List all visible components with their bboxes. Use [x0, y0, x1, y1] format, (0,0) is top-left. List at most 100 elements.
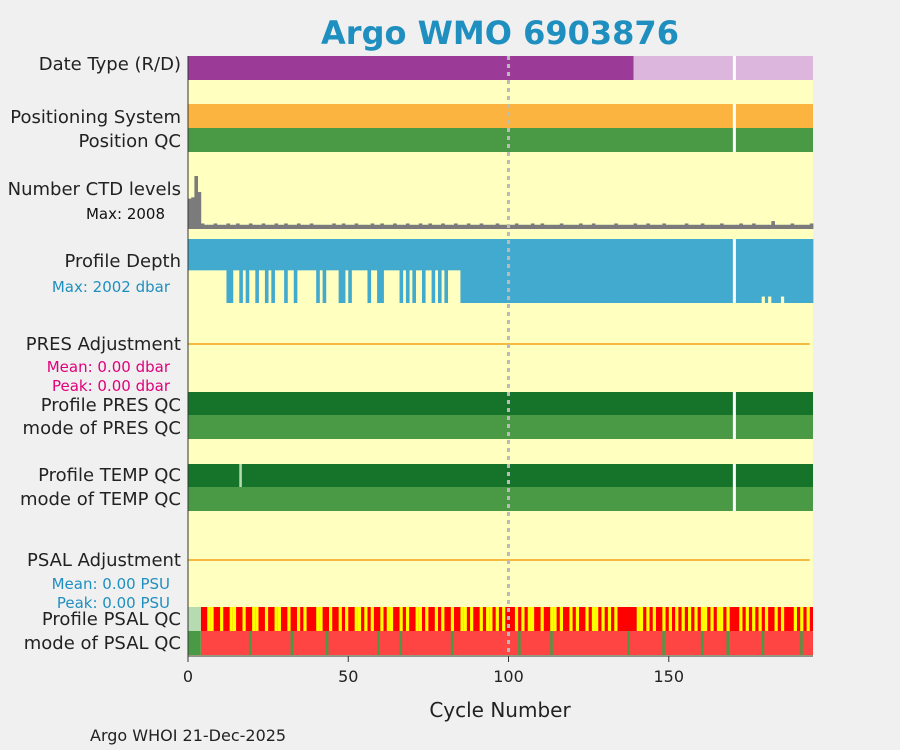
depth-bar [774, 239, 779, 303]
depth-bar [428, 239, 432, 271]
depth-bar [716, 239, 721, 303]
ctd-bar [563, 224, 567, 229]
ctd-bar [688, 224, 692, 229]
depth-bar [389, 239, 394, 271]
psal-qc-yellow [514, 607, 519, 631]
psal-qc-yellow [502, 607, 506, 631]
ctd-bar [207, 224, 211, 229]
psal-qc-yellow [425, 607, 429, 631]
depth-bar [639, 239, 644, 303]
ctd-bar [405, 223, 410, 229]
psal-qc-yellow [229, 607, 233, 631]
ctd-bar [720, 223, 724, 229]
ctd-bar [364, 224, 368, 229]
depth-bar [630, 239, 634, 303]
ctd-bar [316, 224, 320, 229]
depth-bar [316, 239, 320, 303]
profile_pres_qc-label: Profile PRES QC [41, 395, 181, 416]
ctd-bar [739, 223, 743, 229]
psal-qc-yellow [434, 607, 438, 631]
psal-qc-yellow [380, 607, 384, 631]
ctd-bar [809, 223, 814, 229]
depth-bar [492, 239, 497, 303]
ctd-bar [473, 224, 477, 229]
ctd-bar [338, 224, 343, 229]
depth-bar [752, 239, 756, 303]
ctd-bar [248, 223, 253, 229]
psal-qc-yellow [607, 607, 612, 631]
position_qc-segment-0 [188, 128, 813, 152]
data_type-segment-1 [633, 56, 813, 80]
psal-qc-yellow [726, 607, 730, 631]
x-tick-label: 50 [338, 667, 358, 686]
ctd-bar [764, 224, 769, 229]
ctd_levels-stat: Max: 2008 [86, 205, 165, 223]
mode-psal-green [662, 631, 665, 655]
psal-qc-yellow [418, 607, 422, 631]
depth-bar [447, 239, 452, 271]
ctd-bar [620, 224, 625, 229]
psal-qc-yellow [646, 607, 650, 631]
psal-qc-yellow [688, 607, 692, 631]
ctd-bar [684, 223, 689, 229]
ctd-bar [345, 224, 349, 229]
psal-qc-yellow [550, 607, 554, 631]
psal-qc-yellow [489, 607, 493, 631]
psal-qc-yellow [758, 607, 762, 631]
ctd-bar [412, 224, 416, 229]
gap-line-1 [732, 104, 736, 152]
ctd-bar [489, 224, 493, 229]
depth-bar [684, 239, 689, 303]
ctd-bar [300, 224, 304, 229]
ctd-bar [716, 224, 721, 229]
psal-qc-yellow [585, 607, 589, 631]
ctd-bar [659, 224, 663, 229]
ctd-bar [678, 224, 682, 229]
depth-bar [505, 239, 509, 303]
plot-area [188, 56, 814, 656]
depth-bar [476, 239, 481, 303]
depth-bar [761, 239, 766, 303]
depth-bar [627, 239, 631, 303]
psal-qc-yellow [639, 607, 644, 631]
ctd-bar [707, 224, 711, 229]
depth-bar [787, 239, 791, 303]
ctd-bar [559, 223, 564, 229]
psal-qc-yellow [595, 607, 599, 631]
x-tick-label: 0 [183, 667, 193, 686]
depth-bar [450, 239, 455, 271]
ctd-bar [761, 224, 766, 229]
psal_adjustment-stat-0: Mean: 0.00 PSU [52, 575, 170, 593]
depth-bar [662, 239, 666, 303]
plot-background [188, 56, 813, 656]
ctd-bar [806, 224, 811, 229]
ctd-bar [604, 224, 609, 229]
depth-bar [402, 239, 407, 271]
depth-bar [566, 239, 570, 303]
ctd-bar [614, 223, 618, 229]
depth-bar [348, 239, 352, 303]
ctd-bar [546, 224, 551, 229]
ctd-bar [694, 224, 699, 229]
ctd-bar [306, 224, 311, 229]
ctd-bar [197, 192, 202, 229]
ctd-bar [691, 224, 695, 229]
ctd-bar [726, 224, 731, 229]
depth-bar [367, 239, 372, 303]
depth-bar [242, 239, 247, 271]
ctd-bar [348, 224, 352, 229]
depth-bar [364, 239, 368, 271]
ctd-bar [313, 224, 317, 229]
depth-bar [579, 239, 583, 303]
depth-bar [200, 239, 205, 271]
depth-bar [188, 239, 192, 271]
depth-bar [255, 239, 259, 303]
x-tick-label: 100 [493, 667, 524, 686]
ctd-bar [630, 224, 634, 229]
ctd-bar [752, 223, 756, 229]
depth-bar [415, 239, 420, 271]
depth-bar [643, 239, 647, 303]
ctd-bar [255, 224, 259, 229]
depth-bar [514, 239, 519, 303]
mode-psal-green [700, 631, 704, 655]
